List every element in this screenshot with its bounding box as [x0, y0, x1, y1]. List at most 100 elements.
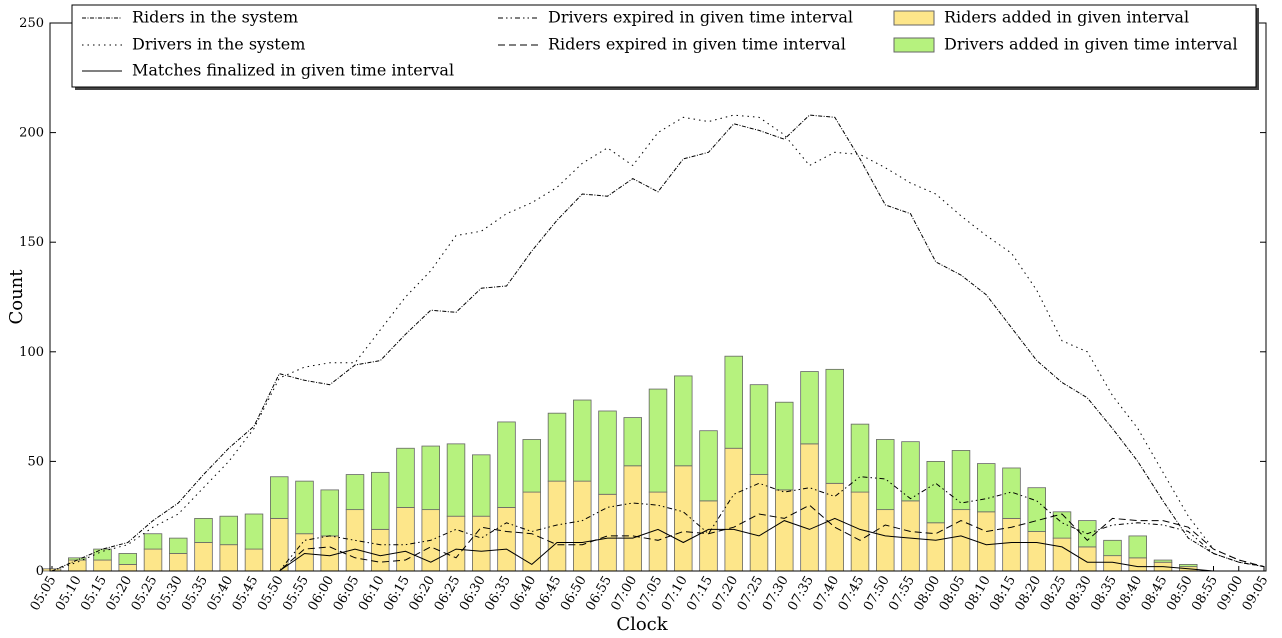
bar [749, 474, 769, 572]
bar [547, 480, 567, 572]
bar [396, 447, 415, 508]
bar [1027, 531, 1046, 572]
bar [446, 515, 466, 572]
bar [345, 509, 365, 572]
bar [1002, 517, 1021, 572]
bar [1052, 537, 1072, 572]
y-axis-label: Count [6, 269, 27, 325]
y-tick-label: 200 [19, 126, 44, 141]
bar [724, 355, 743, 449]
bar [977, 511, 996, 572]
y-tick-label: 50 [27, 454, 44, 469]
line [51, 114, 1265, 572]
bar [93, 559, 112, 572]
bar [901, 500, 920, 572]
y-tick-label: 250 [19, 16, 44, 31]
bar [1153, 559, 1173, 563]
legend-label: Matches finalized in given time interval [132, 61, 454, 80]
bar [320, 489, 339, 537]
bar [825, 368, 844, 484]
bar [194, 517, 213, 543]
bar [926, 460, 945, 524]
legend-label: Riders in the system [132, 8, 298, 27]
bar [699, 500, 718, 572]
bar [623, 417, 642, 467]
bar [901, 441, 920, 502]
bar [244, 548, 264, 572]
bar [244, 513, 264, 550]
bar [1179, 564, 1198, 568]
bar [1128, 557, 1147, 572]
bar [396, 507, 415, 572]
legend-swatch [893, 37, 935, 53]
y-tick-label: 150 [19, 235, 44, 250]
bar [295, 480, 314, 535]
bar [648, 388, 668, 493]
bar [320, 535, 339, 572]
x-axis-label: Clock [616, 614, 668, 635]
bar [169, 553, 188, 572]
bar [876, 439, 895, 511]
bar [1103, 539, 1122, 557]
bar [169, 537, 188, 554]
bar [573, 399, 592, 482]
legend: Riders in the system Drivers in the syste… [71, 4, 1259, 90]
bar [951, 509, 971, 572]
y-tick-label: 100 [19, 345, 44, 360]
bar [951, 450, 971, 511]
legend-swatch [893, 10, 935, 26]
line [51, 114, 1265, 572]
bar [219, 515, 238, 546]
bar [497, 421, 516, 508]
bar [977, 463, 996, 513]
bar [522, 439, 541, 493]
y-tick-label: 0 [36, 564, 44, 579]
bar [371, 471, 390, 530]
bar [421, 445, 440, 511]
bar [1002, 467, 1021, 519]
bar [270, 476, 289, 519]
bar [598, 493, 617, 572]
bar [497, 507, 516, 572]
bar [850, 423, 870, 493]
bar [118, 564, 137, 572]
bar [270, 517, 289, 572]
bar [775, 489, 794, 572]
bar [800, 443, 819, 572]
bar [345, 474, 365, 511]
bar [472, 515, 491, 572]
legend-label: Riders expired in given time interval [548, 35, 846, 54]
bar [118, 553, 137, 565]
legend-label: Riders added in given interval [944, 8, 1189, 27]
bar [1027, 487, 1046, 532]
bar [598, 410, 617, 495]
bar [775, 401, 794, 491]
bar [674, 375, 693, 467]
bar [800, 371, 819, 445]
x-tick-label: 09:05 [1240, 574, 1272, 614]
bar [371, 528, 390, 572]
bar [446, 443, 466, 517]
legend-label: Drivers expired in given time interval [548, 8, 853, 27]
bar [825, 482, 844, 572]
bar [93, 548, 112, 561]
bar [143, 533, 163, 550]
bar [472, 454, 491, 517]
legend-box [71, 4, 1257, 88]
bar [876, 509, 895, 572]
bar [699, 430, 718, 502]
bar [68, 559, 87, 572]
bar [1128, 535, 1147, 559]
bar [219, 544, 238, 572]
bar [749, 384, 769, 475]
bar [623, 465, 642, 572]
bar [724, 447, 743, 572]
legend-label: Drivers in the system [132, 35, 305, 54]
legend-label: Drivers added in given time interval [944, 35, 1238, 54]
bar [143, 548, 163, 572]
bar [573, 480, 592, 572]
bar [674, 465, 693, 572]
bar [194, 542, 213, 572]
bar [547, 412, 567, 482]
